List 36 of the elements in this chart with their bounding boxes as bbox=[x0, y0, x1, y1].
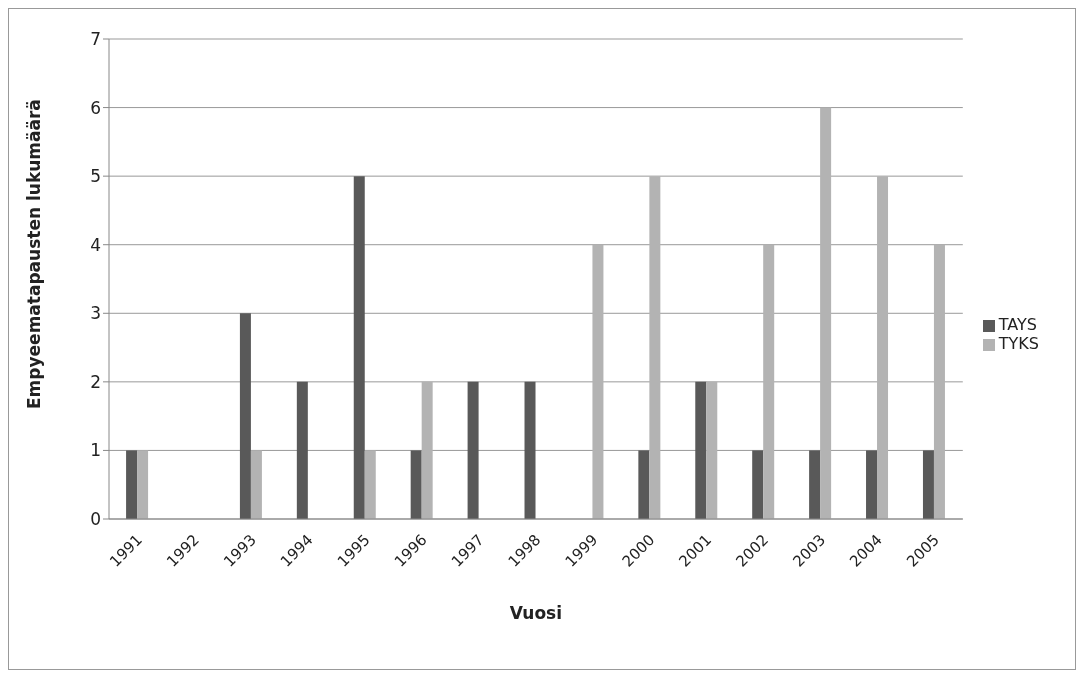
legend-label: TAYS bbox=[998, 315, 1037, 334]
y-tick-label: 6 bbox=[90, 97, 101, 118]
bar bbox=[137, 450, 149, 519]
bar bbox=[467, 381, 479, 519]
bar bbox=[239, 313, 251, 519]
bar bbox=[820, 107, 832, 519]
legend-label: TYKS bbox=[998, 334, 1039, 353]
bar bbox=[763, 244, 775, 519]
bar bbox=[638, 450, 650, 519]
bar bbox=[809, 450, 821, 519]
bar bbox=[421, 381, 433, 519]
y-tick-label: 7 bbox=[90, 29, 101, 50]
y-axis-title: Empyeematapausten lukumäärä bbox=[24, 99, 45, 409]
y-tick-label: 5 bbox=[90, 166, 101, 187]
bar bbox=[126, 450, 138, 519]
bar bbox=[695, 381, 707, 519]
bar bbox=[353, 176, 365, 519]
bar bbox=[524, 381, 536, 519]
bar bbox=[866, 450, 878, 519]
bar bbox=[933, 244, 945, 519]
x-axis-title: Vuosi bbox=[509, 603, 563, 623]
bar bbox=[877, 176, 889, 519]
y-tick-label: 2 bbox=[90, 371, 101, 392]
y-tick-label: 1 bbox=[90, 440, 101, 461]
bar bbox=[649, 176, 661, 519]
bar bbox=[922, 450, 934, 519]
bar bbox=[706, 381, 718, 519]
bar bbox=[592, 244, 604, 519]
bar bbox=[410, 450, 422, 519]
y-tick-label: 0 bbox=[90, 509, 101, 530]
y-tick-label: 3 bbox=[90, 303, 101, 324]
bar bbox=[296, 381, 308, 519]
bar bbox=[752, 450, 764, 519]
bar bbox=[364, 450, 376, 519]
y-tick-label: 4 bbox=[90, 234, 101, 255]
bar bbox=[250, 450, 262, 519]
